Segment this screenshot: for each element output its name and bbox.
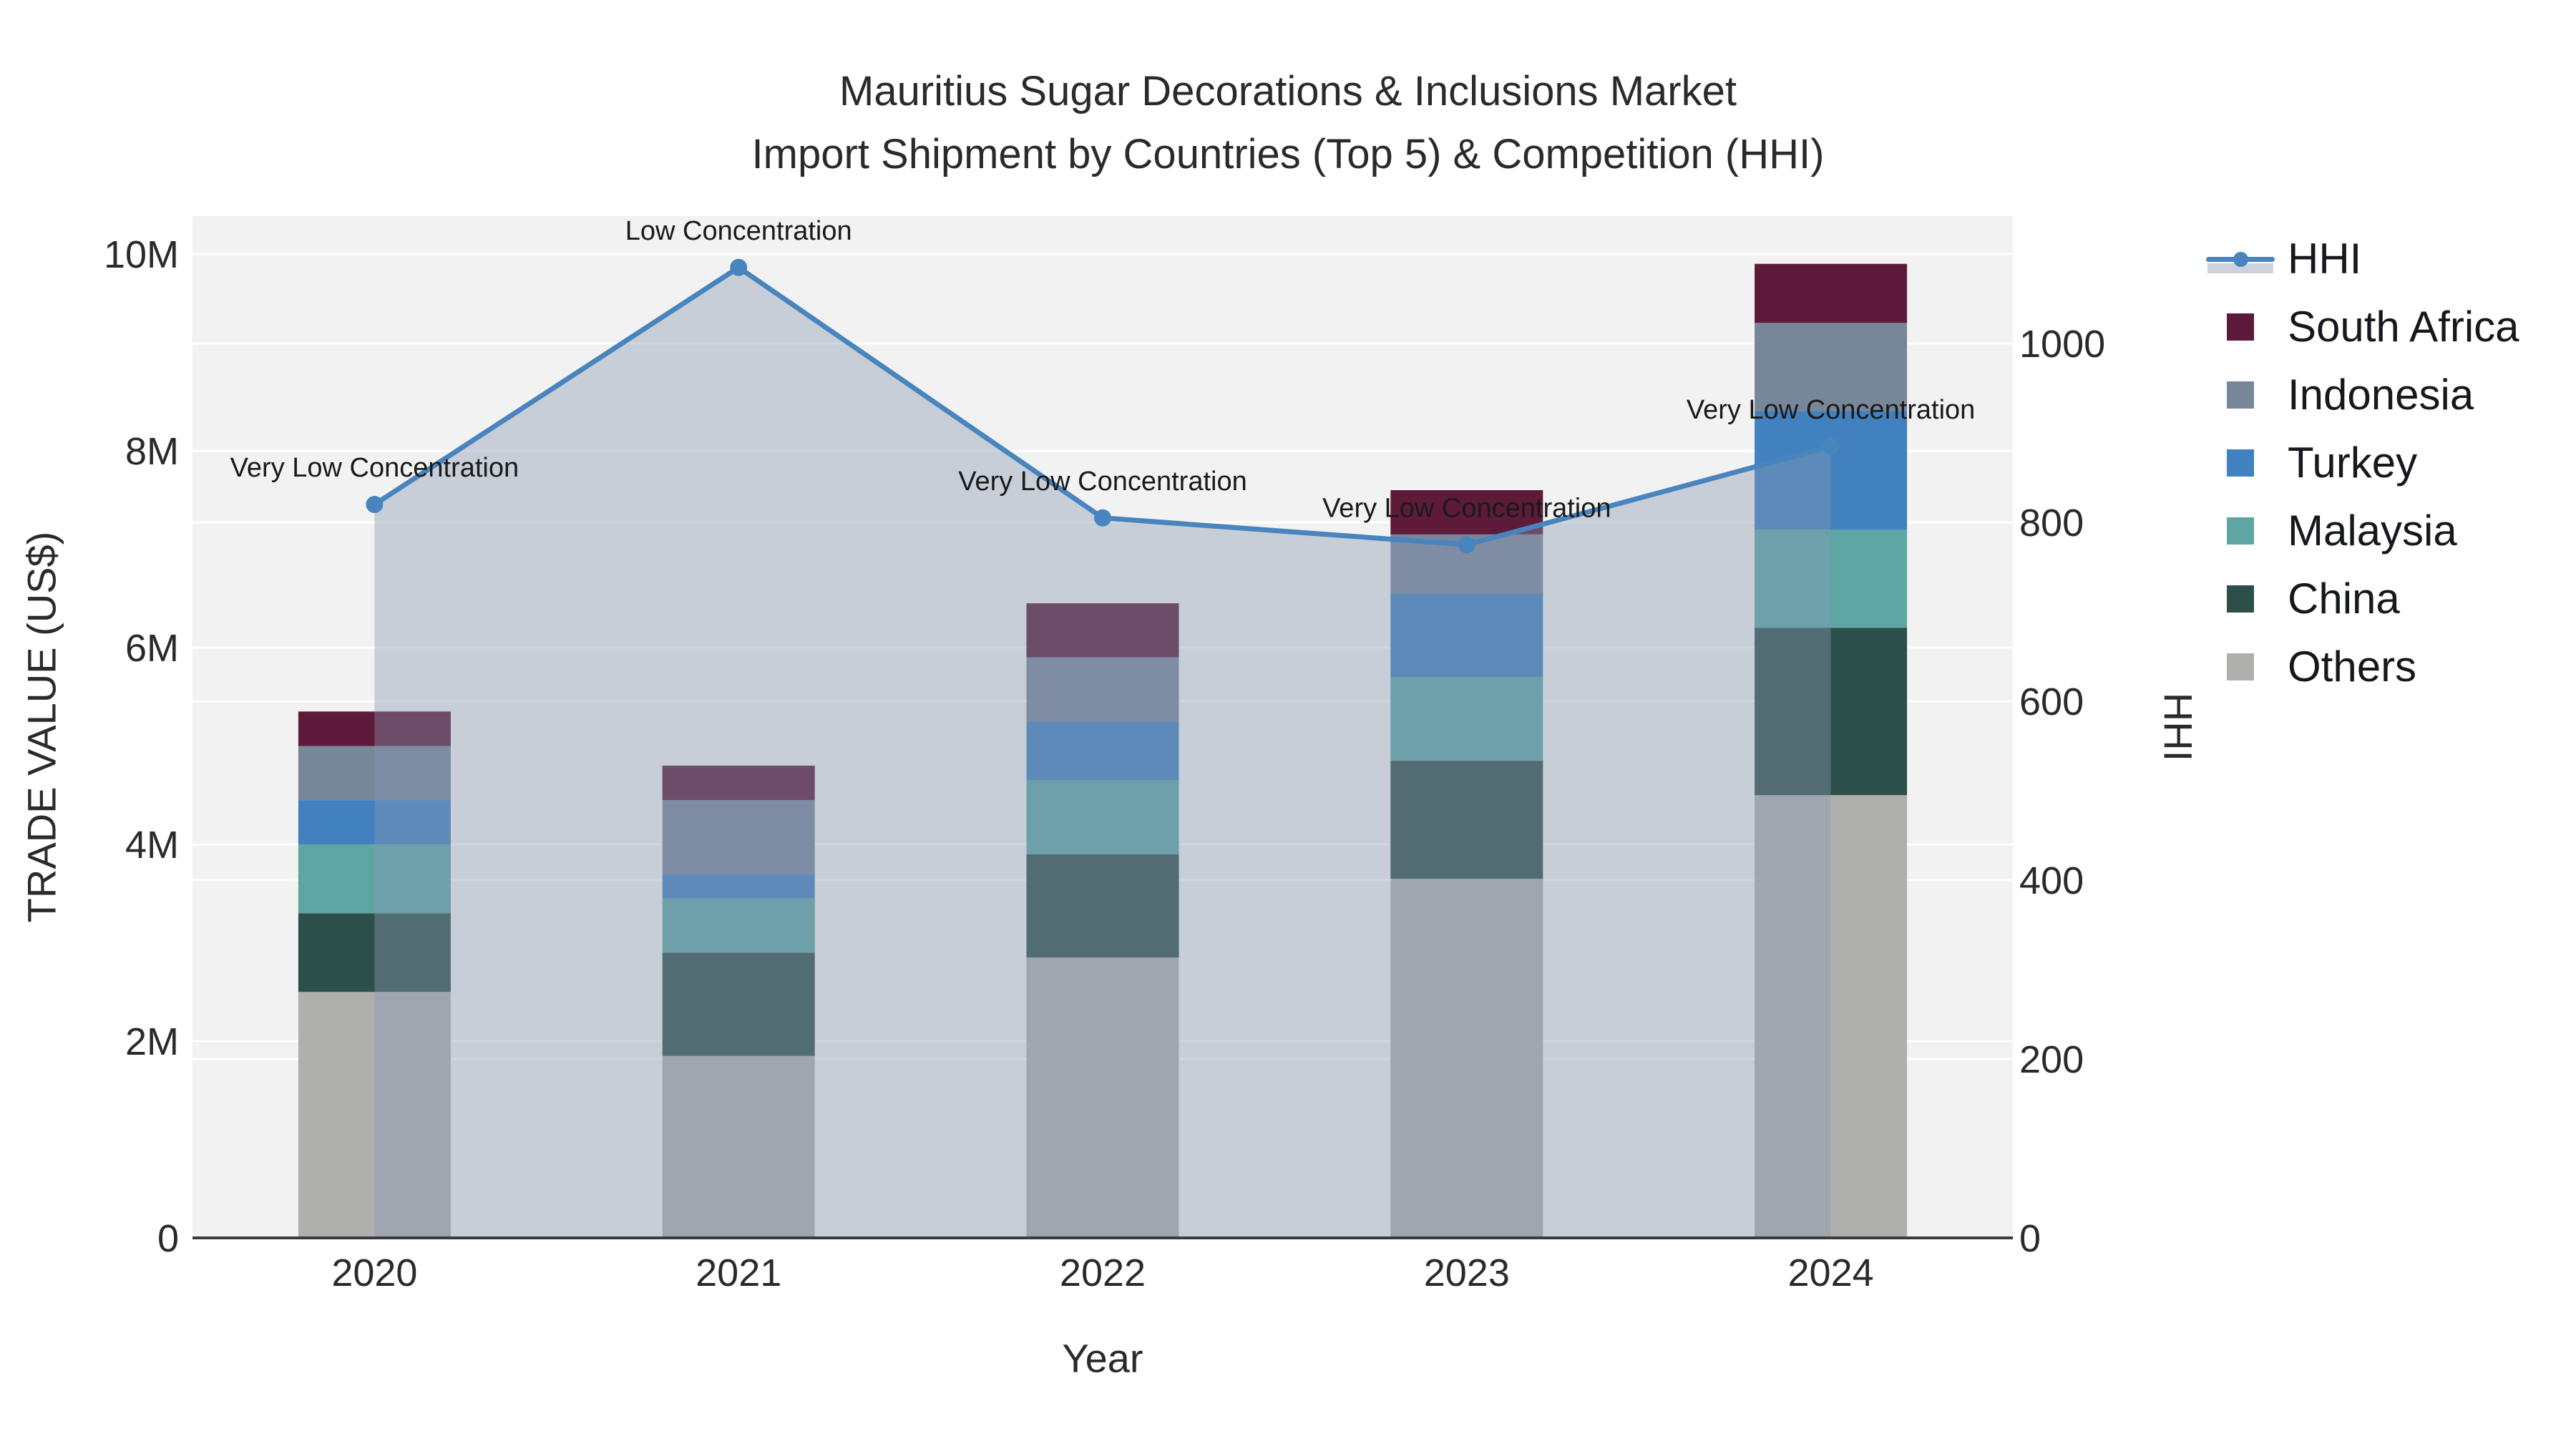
bar-segment-malaysia-2023 — [1390, 677, 1543, 761]
legend-color-square — [2227, 381, 2254, 409]
legend-label-others: Others — [2288, 643, 2417, 691]
hhi-annotation-2021: Low Concentration — [625, 216, 852, 246]
hhi-annotation-2022: Very Low Concentration — [958, 467, 1246, 497]
bar-segment-others-2023 — [1390, 879, 1543, 1238]
hhi-marker-2024 — [1822, 437, 1840, 455]
legend-item-hhi[interactable]: HHI — [2206, 225, 2519, 293]
bar-segment-others-2022 — [1026, 957, 1179, 1238]
bar-segment-turkey-2022 — [1026, 721, 1179, 781]
legend-swatch-icon — [2206, 645, 2275, 688]
x-tick-label-2021: 2021 — [696, 1252, 781, 1294]
legend-swatch-icon — [2206, 577, 2275, 620]
bar-segment-china-2021 — [662, 952, 815, 1056]
bar-segment-indonesia-2022 — [1026, 657, 1179, 722]
hhi-area-fill — [374, 267, 1831, 1238]
y-left-tick-label-0: 0 — [157, 1217, 179, 1260]
bar-segment-others-2020 — [298, 992, 451, 1238]
legend-label-malaysia: Malaysia — [2288, 507, 2457, 555]
legend-item-china[interactable]: China — [2206, 565, 2519, 633]
hhi-annotation-2024: Very Low Concentration — [1687, 395, 1975, 425]
hhi-marker-2020 — [366, 496, 384, 513]
bar-segment-south-africa-2022 — [1026, 603, 1179, 658]
legend-item-others[interactable]: Others — [2206, 633, 2519, 701]
bar-segment-south-africa-2020 — [298, 711, 451, 746]
y-left-tick-label-4M: 4M — [125, 824, 179, 867]
y-right-axis-title: HHI — [2155, 692, 2201, 762]
x-tick-label-2023: 2023 — [1424, 1252, 1510, 1294]
y-right-tick-label-200: 200 — [2019, 1038, 2084, 1081]
chart-title-line1: Mauritius Sugar Decorations & Inclusions… — [839, 68, 1737, 114]
legend-item-indonesia[interactable]: Indonesia — [2206, 361, 2519, 429]
y-left-tick-label-8M: 8M — [125, 430, 179, 473]
bar-segment-south-africa-2024 — [1755, 263, 1908, 323]
legend-label-turkey: Turkey — [2288, 439, 2418, 487]
x-axis-title: Year — [1062, 1335, 1143, 1381]
legend-swatch-icon — [2206, 374, 2275, 416]
chart-title-line2: Import Shipment by Countries (Top 5) & C… — [751, 131, 1825, 177]
legend-label-south-africa: South Africa — [2288, 303, 2519, 351]
legend-swatch-icon — [2206, 306, 2275, 348]
y-right-tick-label-0: 0 — [2019, 1217, 2041, 1260]
hhi-annotation-2020: Very Low Concentration — [230, 453, 519, 483]
hhi-annotation-2023: Very Low Concentration — [1322, 493, 1611, 523]
bar-segment-indonesia-2020 — [298, 746, 451, 801]
legend-line-sample-icon — [2206, 238, 2275, 280]
y-right-tick-label-600: 600 — [2019, 680, 2084, 723]
bar-segment-south-africa-2021 — [662, 766, 815, 801]
y-left-tick-label-6M: 6M — [125, 627, 179, 670]
legend-color-square — [2227, 585, 2254, 613]
bar-segment-others-2024 — [1755, 795, 1908, 1238]
legend-color-square — [2227, 517, 2254, 545]
bar-segment-malaysia-2022 — [1026, 780, 1179, 854]
bar-segment-malaysia-2024 — [1755, 530, 1908, 628]
bar-segment-malaysia-2020 — [298, 844, 451, 914]
y-left-axis-title: TRADE VALUE (US$) — [19, 531, 64, 923]
legend: HHI South Africa Indonesia Turkey Malaysia Ch… — [2206, 225, 2519, 701]
hhi-marker-2022 — [1094, 509, 1111, 527]
y-left-tick-label-10M: 10M — [104, 233, 179, 276]
bar-segment-malaysia-2021 — [662, 898, 815, 953]
legend-area-band — [2207, 263, 2273, 273]
bar-segment-china-2023 — [1390, 761, 1543, 879]
legend-marker-dot — [2233, 251, 2248, 267]
bar-segment-turkey-2023 — [1390, 593, 1543, 678]
legend-item-south-africa[interactable]: South Africa — [2206, 293, 2519, 361]
hhi-marker-2021 — [730, 258, 748, 276]
x-tick-label-2022: 2022 — [1060, 1252, 1146, 1294]
legend-label-hhi: HHI — [2288, 235, 2362, 283]
legend-label-china: China — [2288, 575, 2400, 623]
bar-segment-south-africa-2023 — [1390, 490, 1543, 535]
legend-color-square — [2227, 653, 2254, 680]
bar-segment-turkey-2020 — [298, 800, 451, 844]
y-right-tick-label-400: 400 — [2019, 859, 2084, 902]
hhi-marker-2023 — [1458, 536, 1475, 554]
legend-item-turkey[interactable]: Turkey — [2206, 429, 2519, 497]
legend-color-square — [2227, 313, 2254, 341]
y-left-tick-label-2M: 2M — [125, 1020, 179, 1063]
bar-segment-indonesia-2021 — [662, 800, 815, 874]
legend-color-square — [2227, 449, 2254, 477]
chart-title: Mauritius Sugar Decorations & Inclusions… — [0, 60, 2576, 186]
legend-item-malaysia[interactable]: Malaysia — [2206, 497, 2519, 565]
y-right-tick-label-1000: 1000 — [2019, 323, 2105, 366]
legend-swatch-icon — [2206, 441, 2275, 484]
bar-segment-turkey-2021 — [662, 874, 815, 899]
bar-segment-china-2022 — [1026, 854, 1179, 958]
bar-segment-indonesia-2024 — [1755, 323, 1908, 411]
legend-swatch-icon — [2206, 509, 2275, 552]
y-right-tick-label-800: 800 — [2019, 502, 2084, 545]
bar-segment-others-2021 — [662, 1055, 815, 1238]
x-tick-label-2024: 2024 — [1788, 1252, 1874, 1294]
bar-segment-china-2024 — [1755, 628, 1908, 796]
bar-segment-china-2020 — [298, 913, 451, 992]
bar-segment-turkey-2024 — [1755, 411, 1908, 530]
legend-label-indonesia: Indonesia — [2288, 371, 2474, 419]
x-tick-label-2020: 2020 — [331, 1252, 417, 1294]
